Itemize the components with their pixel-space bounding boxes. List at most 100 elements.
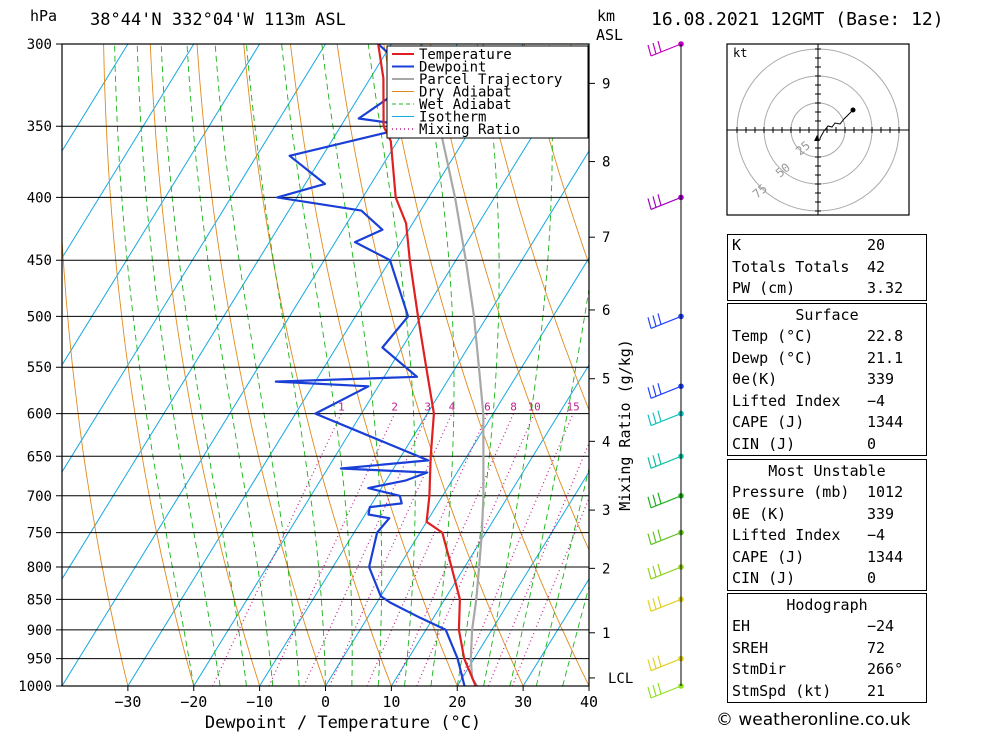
surface-dewp-label: Dewp (°C) — [732, 348, 814, 367]
wind-barb — [647, 563, 684, 580]
dry-adiabat — [103, 44, 195, 686]
indices-table-hodograph: Hodograph EH −24 SREH 72 StmDir 266° StmSpd… — [727, 593, 927, 703]
mixing-ratio-axis-label: Mixing Ratio (g/kg) — [616, 339, 634, 511]
surface-temp-value: 22.8 — [867, 327, 904, 345]
mixing-ratio-line — [212, 413, 342, 686]
mixing-ratio-line — [303, 413, 429, 686]
height-asl-label: ASL — [596, 26, 623, 44]
wet-adiabat — [483, 44, 553, 686]
surface-li-value: −4 — [867, 391, 886, 410]
indices-table-top: K 20 Totals Totals 42 PW (cm) 3.32 — [727, 234, 927, 301]
mu-li-label: Lifted Index — [732, 526, 841, 544]
dry-adiabat — [944, 44, 1000, 686]
isotherm — [62, 44, 195, 259]
copyright-link[interactable]: © weatheronline.co.uk — [716, 710, 911, 730]
pw-label: PW (cm) — [732, 279, 796, 297]
legend: Temperature Dewpoint Parcel Trajectory D… — [386, 45, 589, 139]
wet-adiabat — [562, 584, 589, 686]
pressure-tick-label: 350 — [27, 119, 52, 135]
dry-adiabat — [196, 44, 326, 686]
surface-temp-label: Temp (°C) — [732, 327, 814, 345]
temp-tick-label: 0 — [321, 693, 330, 711]
legend-temperature: Temperature — [419, 47, 512, 63]
legend-isotherm: Isotherm — [419, 110, 486, 126]
height-tick-label: 3 — [602, 503, 610, 519]
wet-adiabat — [160, 44, 247, 686]
dry-adiabat — [991, 44, 1000, 686]
stmspd-value: 21 — [867, 681, 886, 700]
height-tick-label: 2 — [602, 561, 610, 577]
dry-adiabat — [383, 44, 589, 686]
legend-dry-adiabat: Dry Adiabat — [419, 85, 512, 101]
surface-cape-label: CAPE (J) — [732, 413, 805, 431]
mixing-ratio-label: 4 — [449, 401, 456, 414]
isotherm — [325, 257, 589, 686]
sreh-label: SREH — [732, 638, 769, 657]
wind-barb — [647, 410, 684, 427]
mixing-ratio-line — [328, 413, 453, 686]
stmdir-label: StmDir — [732, 660, 787, 678]
isotherm — [456, 471, 589, 686]
mu-thetae-label: θE (K) — [732, 504, 787, 523]
temp-tick-label: 30 — [514, 693, 532, 711]
surface-cin-value: 0 — [867, 434, 877, 453]
wet-adiabat — [281, 44, 353, 686]
mixing-ratio-line — [487, 441, 589, 686]
legend-mixing-ratio: Mixing Ratio — [419, 122, 520, 138]
surface-li-label: Lifted Index — [732, 391, 841, 410]
isotherm — [193, 44, 589, 686]
mixing-ratio-label: 8 — [510, 401, 517, 414]
height-tick-label: 8 — [602, 155, 610, 171]
dry-adiabat — [289, 44, 458, 686]
pressure-unit-label: hPa — [30, 7, 57, 25]
pressure-tick-label: 750 — [27, 526, 52, 542]
surface-cape-value: 1344 — [867, 413, 904, 431]
mu-cape-label: CAPE (J) — [732, 547, 805, 566]
pressure-tick-label: 850 — [27, 592, 52, 608]
height-tick-label: 7 — [602, 230, 610, 246]
height-tick-label: 1 — [602, 626, 610, 642]
mixing-ratio-line — [268, 413, 396, 686]
pressure-tick-label: 1000 — [18, 679, 52, 695]
height-unit-label: km — [597, 7, 615, 25]
index-k: K 20 — [728, 235, 926, 257]
pressure-tick-label: 400 — [27, 190, 52, 206]
mixing-ratio-label: 15 — [566, 401, 579, 414]
eh-label: EH — [732, 617, 751, 635]
isotherm — [127, 44, 524, 686]
height-tick-label: 4 — [602, 434, 610, 450]
indices-table-most-unstable: Most Unstable Pressure (mb) 1012 θE (K) 33… — [727, 459, 927, 591]
mixing-ratio-line — [394, 413, 515, 686]
isotherm — [390, 364, 589, 686]
height-tick-label: 6 — [602, 303, 610, 319]
surface-title: Surface — [795, 306, 859, 324]
surface-dewp-value: 21.1 — [867, 348, 904, 367]
temp-tick-label: −10 — [246, 693, 273, 711]
isotherm — [259, 150, 589, 686]
mu-cin-value: 0 — [867, 569, 877, 587]
mixing-ratio-line — [366, 413, 488, 686]
index-pw: PW (cm) 3.32 — [728, 278, 926, 300]
sounding-datetime: 16.08.2021 12GMT (Base: 12) — [651, 9, 944, 30]
pressure-tick-label: 650 — [27, 449, 52, 465]
legend-parcel: Parcel Trajectory — [419, 72, 562, 88]
isotherm — [62, 44, 261, 366]
mu-cin-label: CIN (J) — [732, 569, 796, 587]
hodograph: kt 25 50 75 — [726, 43, 910, 216]
station-location: 38°44'N 332°04'W 113m ASL — [90, 10, 346, 30]
mixing-ratio-label: 2 — [391, 401, 398, 414]
temp-tick-label: 10 — [382, 693, 400, 711]
isotherm — [62, 44, 392, 580]
temp-tick-label: −20 — [180, 693, 207, 711]
sreh-value: 72 — [867, 638, 886, 657]
surface-thetae-label: θe(K) — [732, 370, 778, 388]
surface-thetae-value: 339 — [867, 370, 895, 388]
stmdir-value: 266° — [867, 660, 904, 678]
mixing-ratio-line — [511, 496, 589, 686]
wet-adiabat — [535, 466, 589, 686]
wind-barb — [647, 596, 684, 612]
tt-label: Totals Totals — [732, 257, 850, 276]
index-totals-totals: Totals Totals 42 — [728, 257, 926, 279]
pressure-tick-label: 450 — [27, 253, 52, 269]
pw-value: 3.32 — [867, 279, 904, 297]
